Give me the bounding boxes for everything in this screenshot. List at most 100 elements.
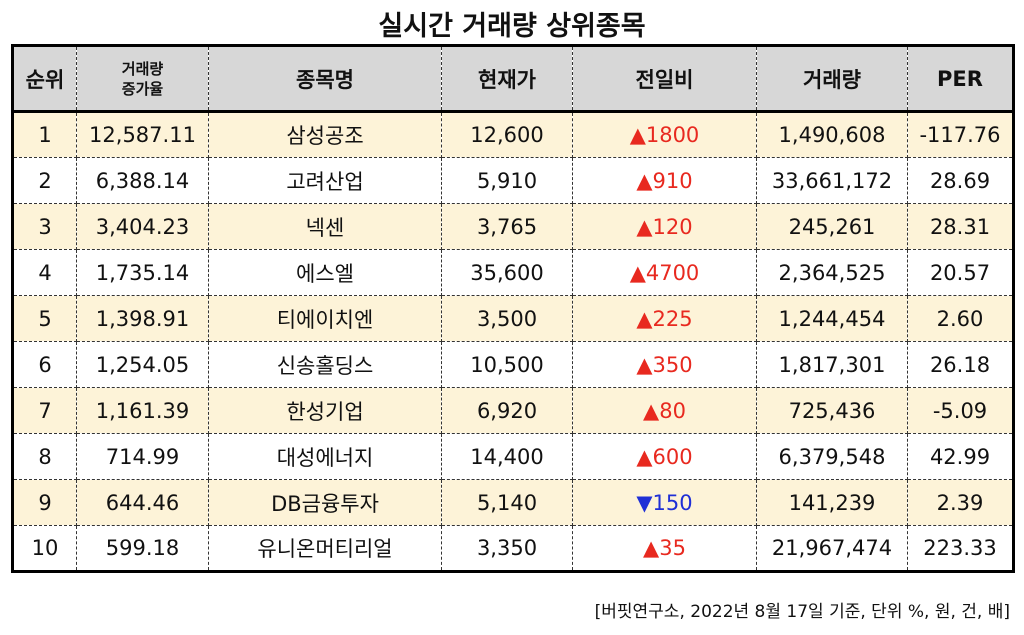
per-cell: 2.39: [907, 479, 1014, 526]
rank-cell: 3: [12, 203, 77, 250]
change-value: 150: [652, 490, 693, 515]
table-row: 4 1,735.14 에스엘 35,600 ▲4700 2,364,525 20.57: [12, 249, 1014, 296]
per-cell: 26.18: [907, 341, 1014, 388]
top-volume-table: 순위 거래량 증가율 종목명 현재가 전일비 거래량 PER 1 12,587.11…: [11, 44, 1015, 573]
per-cell: -5.09: [907, 387, 1014, 434]
change-cell: ▲225: [572, 295, 757, 342]
table-row: 7 1,161.39 한성기업 6,920 ▲80 725,436 -5.09: [12, 387, 1014, 434]
change-value: 120: [652, 214, 693, 239]
stock-name-cell: 티에이치엔: [208, 295, 442, 342]
rank-cell: 1: [12, 111, 77, 158]
per-cell: 28.31: [907, 203, 1014, 250]
volume-increase-cell: 3,404.23: [76, 203, 209, 250]
change-value: 350: [652, 352, 693, 377]
table-row: 6 1,254.05 신송홀딩스 10,500 ▲350 1,817,301 26.18: [12, 341, 1014, 388]
change-value: 4700: [645, 260, 700, 285]
change-cell: ▲4700: [572, 249, 757, 296]
stock-name-cell: 고려산업: [208, 157, 442, 204]
stock-name-cell: 대성에너지: [208, 433, 442, 480]
table-row: 2 6,388.14 고려산업 5,910 ▲910 33,661,172 28.69: [12, 157, 1014, 204]
change-value: 1800: [645, 123, 700, 147]
up-arrow-icon: ▲: [636, 168, 653, 193]
stock-name-cell: 신송홀딩스: [208, 341, 442, 388]
change-cell: ▼150: [572, 479, 757, 526]
stock-name-cell: DB금융투자: [208, 479, 442, 526]
change-cell: ▲600: [572, 433, 757, 480]
current-price-cell: 5,140: [441, 479, 573, 526]
per-cell: 20.57: [907, 249, 1014, 296]
up-arrow-icon: ▲: [629, 123, 646, 147]
header-change: 전일비: [572, 45, 757, 113]
volume-cell: 6,379,548: [756, 433, 908, 480]
rank-cell: 5: [12, 295, 77, 342]
per-cell: -117.76: [907, 111, 1014, 158]
volume-increase-cell: 644.46: [76, 479, 209, 526]
rank-cell: 9: [12, 479, 77, 526]
change-value: 35: [659, 536, 686, 560]
current-price-cell: 6,920: [441, 387, 573, 434]
table-title: 실시간 거래량 상위종목: [378, 11, 646, 42]
rank-cell: 2: [12, 157, 77, 204]
up-arrow-icon: ▲: [636, 444, 653, 469]
current-price-cell: 35,600: [441, 249, 573, 296]
stock-name-cell: 에스엘: [208, 249, 442, 296]
current-price-cell: 12,600: [441, 111, 573, 158]
change-value: 910: [652, 168, 693, 193]
up-arrow-icon: ▲: [636, 214, 653, 239]
table-row: 1 12,587.11 삼성공조 12,600 ▲1800 1,490,608 -117.7…: [12, 111, 1014, 158]
table-row: 8 714.99 대성에너지 14,400 ▲600 6,379,548 42.99: [12, 433, 1014, 480]
stock-name-cell: 유니온머티리얼: [208, 525, 442, 572]
volume-increase-cell: 1,161.39: [76, 387, 209, 434]
header-volume-increase-line1: 거래량: [121, 59, 164, 78]
volume-cell: 21,967,474: [756, 525, 908, 572]
per-cell: 223.33: [907, 525, 1014, 572]
current-price-cell: 3,350: [441, 525, 573, 572]
change-cell: ▲1800: [572, 111, 757, 158]
rank-cell: 4: [12, 249, 77, 296]
volume-cell: 1,817,301: [756, 341, 908, 388]
per-cell: 2.60: [907, 295, 1014, 342]
volume-cell: 1,490,608: [756, 111, 908, 158]
header-current-price: 현재가: [441, 45, 573, 113]
rank-cell: 6: [12, 341, 77, 388]
header-volume-increase: 거래량 증가율: [76, 45, 209, 113]
change-cell: ▲350: [572, 341, 757, 388]
down-arrow-icon: ▼: [636, 490, 653, 515]
table-row: 10 599.18 유니온머티리얼 3,350 ▲35 21,967,474 223.33: [12, 525, 1014, 572]
change-cell: ▲35: [572, 525, 757, 572]
per-cell: 28.69: [907, 157, 1014, 204]
table-row: 5 1,398.91 티에이치엔 3,500 ▲225 1,244,454 2.60: [12, 295, 1014, 342]
volume-cell: 245,261: [756, 203, 908, 250]
change-value: 600: [652, 444, 693, 469]
volume-cell: 141,239: [756, 479, 908, 526]
volume-increase-cell: 6,388.14: [76, 157, 209, 204]
table-row: 3 3,404.23 넥센 3,765 ▲120 245,261 28.31: [12, 203, 1014, 250]
volume-increase-cell: 714.99: [76, 433, 209, 480]
per-cell: 42.99: [907, 433, 1014, 480]
current-price-cell: 3,500: [441, 295, 573, 342]
change-value: 225: [652, 306, 693, 331]
volume-cell: 33,661,172: [756, 157, 908, 204]
header-per: PER: [907, 45, 1014, 113]
up-arrow-icon: ▲: [636, 306, 653, 331]
up-arrow-icon: ▲: [643, 536, 660, 560]
up-arrow-icon: ▲: [636, 352, 653, 377]
header-volume-increase-line2: 증가율: [121, 79, 164, 98]
up-arrow-icon: ▲: [629, 260, 646, 285]
change-value: 80: [659, 398, 686, 423]
current-price-cell: 5,910: [441, 157, 573, 204]
rank-cell: 7: [12, 387, 77, 434]
stock-name-cell: 넥센: [208, 203, 442, 250]
change-cell: ▲120: [572, 203, 757, 250]
stock-name-cell: 한성기업: [208, 387, 442, 434]
current-price-cell: 10,500: [441, 341, 573, 388]
volume-increase-cell: 12,587.11: [76, 111, 209, 158]
header-stock-name: 종목명: [208, 45, 442, 113]
header-row: 순위 거래량 증가율 종목명 현재가 전일비 거래량 PER: [12, 45, 1014, 113]
current-price-cell: 14,400: [441, 433, 573, 480]
volume-increase-cell: 599.18: [76, 525, 209, 572]
footnote: [버핏연구소, 2022년 8월 17일 기준, 단위 %, 원, 건, 배]: [594, 602, 1010, 622]
change-cell: ▲910: [572, 157, 757, 204]
stock-name-cell: 삼성공조: [208, 111, 442, 158]
rank-cell: 10: [12, 525, 77, 572]
